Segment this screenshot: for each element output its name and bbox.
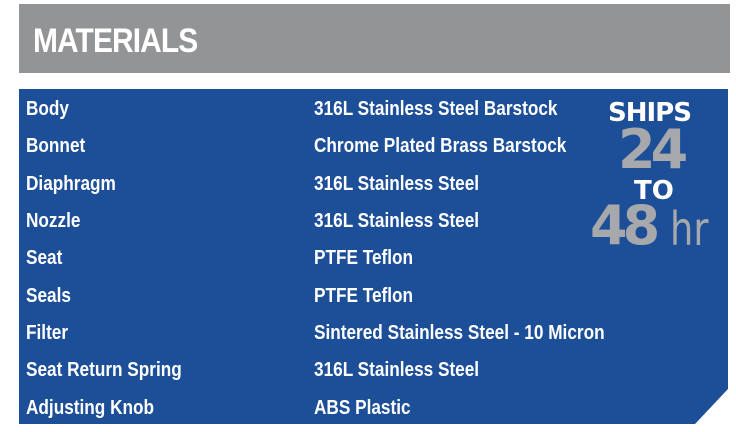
table-row: Body 316L Stainless Steel Barstock [19,94,619,124]
badge-48: 48 [590,194,660,257]
badge-ships: SHIPS [608,98,692,128]
part-label: Bonnet [26,135,86,157]
table-row: Seals PTFE Teflon [19,281,619,311]
table-row: Filter Sintered Stainless Steel - 10 Micr… [19,318,619,348]
part-label: Seat Return Spring [26,359,182,381]
material-value: PTFE Teflon [314,247,414,269]
badge-to: TO [634,176,674,206]
table-row: Adjusting Knob ABS Plastic [19,393,619,423]
material-value: 316L Stainless Steel [314,210,480,232]
part-label: Seals [26,285,71,307]
part-label: Seat [26,247,63,269]
table-row: Seat PTFE Teflon [19,243,619,273]
material-value: PTFE Teflon [314,285,414,307]
table-row: Bonnet Chrome Plated Brass Barstock [19,131,619,161]
materials-table: Body 316L Stainless Steel Barstock Bonnet… [19,89,728,424]
material-value: 316L Stainless Steel [314,173,480,195]
part-label: Diaphragm [26,173,116,195]
table-row: Diaphragm 316L Stainless Steel [19,169,619,199]
part-label: Nozzle [26,210,81,232]
part-label: Body [26,98,69,120]
part-label: Adjusting Knob [26,397,155,419]
part-label: Filter [26,322,69,344]
badge-hr: hr [670,202,709,256]
material-value: Chrome Plated Brass Barstock [314,135,567,157]
page-title: MATERIALS [33,22,198,60]
table-row: Nozzle 316L Stainless Steel [19,206,619,236]
material-value: ABS Plastic [314,397,411,419]
material-value: 316L Stainless Steel [314,359,480,381]
material-value: 316L Stainless Steel Barstock [314,98,558,120]
badge-24: 24 [618,118,688,181]
material-value: Sintered Stainless Steel - 10 Micron [314,322,605,344]
shipping-badge: SHIPS 24 TO 48 hr [590,98,730,258]
table-row: Seat Return Spring 316L Stainless Steel [19,355,619,385]
materials-header: MATERIALS [19,4,730,73]
